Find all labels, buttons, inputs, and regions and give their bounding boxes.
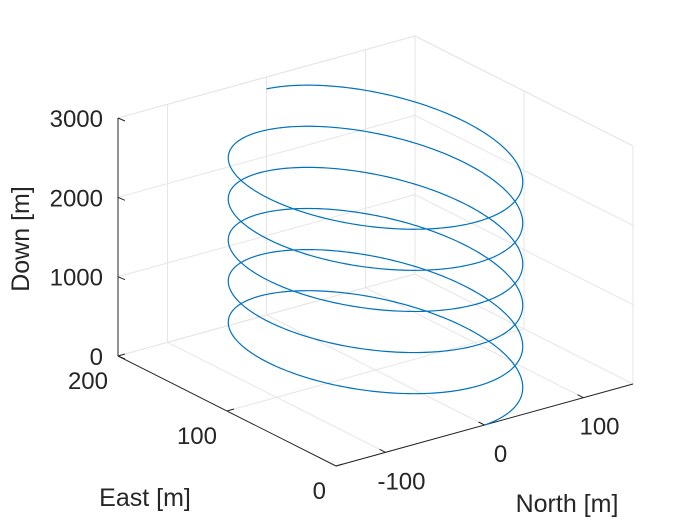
y-tick-label: 200 — [68, 368, 108, 395]
pane-edge — [414, 35, 634, 147]
grid — [117, 35, 634, 467]
grid-line-down — [414, 194, 634, 306]
y-tick-mark — [226, 408, 235, 412]
x-tick-label: 100 — [579, 414, 619, 441]
grid-line-down — [117, 273, 416, 357]
series-layer — [227, 84, 524, 426]
z-axis-label: Down [m] — [7, 186, 35, 292]
z-tick-label: 3000 — [50, 106, 103, 133]
z-tick-label: 0 — [90, 344, 103, 371]
grid-line-down — [117, 114, 416, 198]
y-tick-mark — [335, 463, 344, 467]
z-tick-mark — [117, 196, 126, 201]
helix-trajectory-line — [227, 84, 524, 426]
x-tick-mark — [478, 421, 485, 426]
x-tick-mark — [577, 394, 584, 399]
grid-line-down — [414, 114, 634, 226]
axes — [117, 117, 634, 467]
grid-line-down — [117, 194, 416, 278]
z-tick-label: 1000 — [50, 265, 103, 292]
y-tick-label: 0 — [313, 478, 326, 505]
grid-line-east — [226, 328, 525, 412]
x-tick-label: -100 — [377, 468, 425, 495]
y-axis-label: East [m] — [99, 484, 191, 512]
x-tick-mark — [379, 448, 386, 453]
z-tick-label: 2000 — [50, 185, 103, 212]
grid-line-down — [414, 273, 634, 385]
z-tick-mark — [117, 117, 126, 122]
x-tick-label: 0 — [494, 441, 507, 468]
x-axis-label: North [m] — [516, 490, 619, 518]
z-tick-mark — [117, 355, 126, 360]
y-tick-label: 100 — [177, 423, 217, 450]
z-tick-mark — [117, 276, 126, 281]
pane-edge — [117, 35, 416, 119]
y-tick-mark — [117, 353, 126, 357]
